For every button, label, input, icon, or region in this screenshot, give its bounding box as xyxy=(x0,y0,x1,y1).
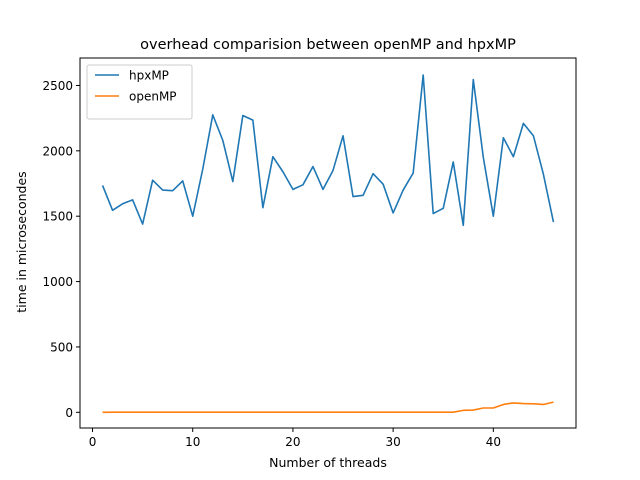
plot-frame xyxy=(79,57,577,429)
x-tick-label: 40 xyxy=(486,435,501,449)
y-tick-label: 1000 xyxy=(42,275,73,289)
y-tick-label: 2000 xyxy=(42,144,73,158)
series-line-hpxMP xyxy=(101,74,555,227)
legend-label: hpxMP xyxy=(129,69,169,83)
plot-area xyxy=(101,74,555,414)
y-tick-label: 2500 xyxy=(42,79,73,93)
legend-label: openMP xyxy=(129,90,177,104)
series-line-openMP xyxy=(102,401,554,414)
x-tick-label: 30 xyxy=(385,435,400,449)
y-tick-label: 1500 xyxy=(42,210,73,224)
chart-title: overhead comparision between openMP and … xyxy=(140,37,516,53)
x-axis: 0 10 20 30 40 xyxy=(89,428,501,449)
x-tick-label: 0 xyxy=(89,435,97,449)
x-tick-label: 20 xyxy=(285,435,300,449)
y-tick-label: 500 xyxy=(50,340,73,354)
legend-box xyxy=(86,64,193,120)
x-tick-label: 10 xyxy=(185,435,200,449)
x-axis-label: Number of threads xyxy=(269,455,387,470)
y-axis-label: time in microsecondes xyxy=(14,171,29,312)
y-axis: 0 500 1000 1500 2000 2500 xyxy=(42,79,80,420)
y-tick-label: 0 xyxy=(65,406,73,420)
legend: hpxMP openMP xyxy=(86,64,193,120)
